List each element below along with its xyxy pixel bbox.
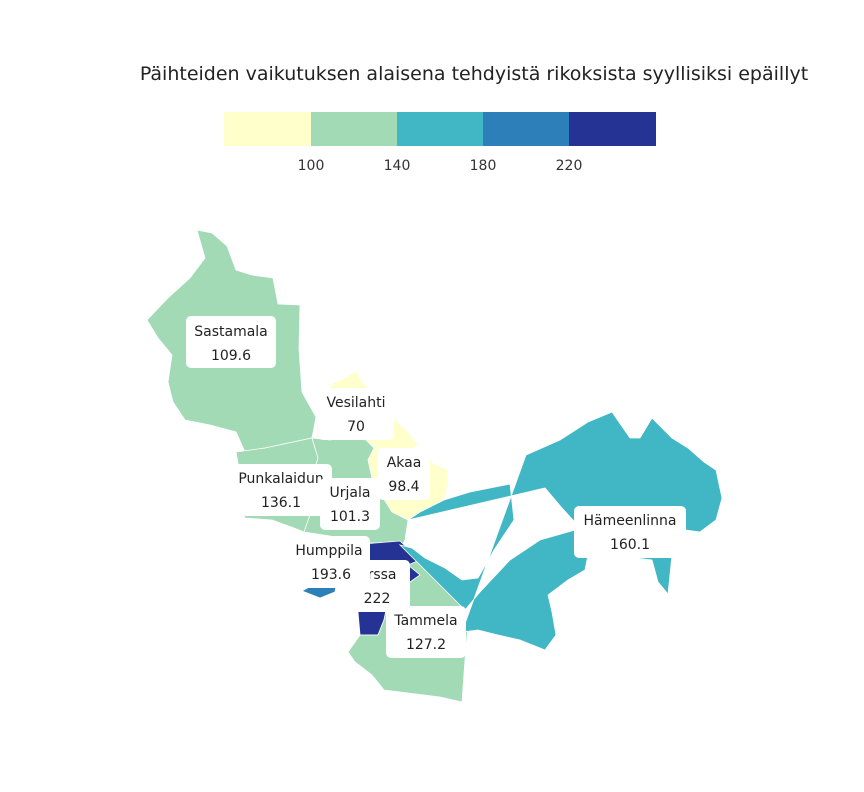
label-tammela-name: Tammela	[393, 613, 457, 629]
label-humppila-name: Humppila	[295, 543, 362, 559]
label-vesilahti-name: Vesilahti	[326, 395, 385, 411]
legend-tick-140: 140	[384, 158, 411, 174]
label-punkalaidun: Punkalaidun 136.1	[230, 464, 332, 516]
label-humppila: Humppila 193.6	[288, 536, 370, 588]
legend-swatch-3	[397, 112, 484, 146]
label-urjala: Urjala 101.3	[320, 478, 380, 530]
label-urjala-name: Urjala	[330, 485, 371, 501]
label-urjala-value: 101.3	[330, 509, 370, 525]
label-hameenlinna-name: Hämeenlinna	[584, 513, 677, 529]
legend-tick-100: 100	[298, 158, 325, 174]
label-tammela-value: 127.2	[406, 637, 446, 653]
label-sastamala: Sastamala 109.6	[186, 316, 276, 368]
label-akaa-name: Akaa	[387, 455, 422, 471]
legend-tick-220: 220	[556, 158, 583, 174]
label-punkalaidun-name: Punkalaidun	[238, 471, 323, 487]
region-labels: Sastamala 109.6 Vesilahti 70 Akaa 98.4 T…	[186, 316, 686, 658]
label-akaa: Akaa 98.4	[378, 448, 430, 500]
label-sastamala-name: Sastamala	[194, 324, 268, 340]
label-punkalaidun-value: 136.1	[261, 495, 301, 511]
region-hameenlinna[interactable]	[398, 411, 723, 651]
legend-swatch-4	[483, 112, 570, 146]
map-title: Päihteiden vaikutuksen alaisena tehdyist…	[140, 63, 808, 85]
label-hameenlinna-value: 160.1	[610, 537, 650, 553]
label-akaa-value: 98.4	[388, 479, 419, 495]
label-tammela: Tammela 127.2	[386, 606, 466, 658]
legend-swatch-5	[569, 112, 656, 146]
label-humppila-value: 193.6	[311, 567, 351, 583]
label-hameenlinna: Hämeenlinna 160.1	[574, 506, 686, 558]
legend-swatch-1	[224, 112, 311, 146]
legend-swatch-2	[311, 112, 398, 146]
color-legend: 100 140 180 220	[224, 112, 656, 174]
label-vesilahti: Vesilahti 70	[318, 388, 394, 440]
label-forssa-value: 222	[364, 591, 391, 607]
label-sastamala-value: 109.6	[211, 348, 251, 364]
label-vesilahti-value: 70	[347, 419, 365, 435]
legend-tick-180: 180	[470, 158, 497, 174]
